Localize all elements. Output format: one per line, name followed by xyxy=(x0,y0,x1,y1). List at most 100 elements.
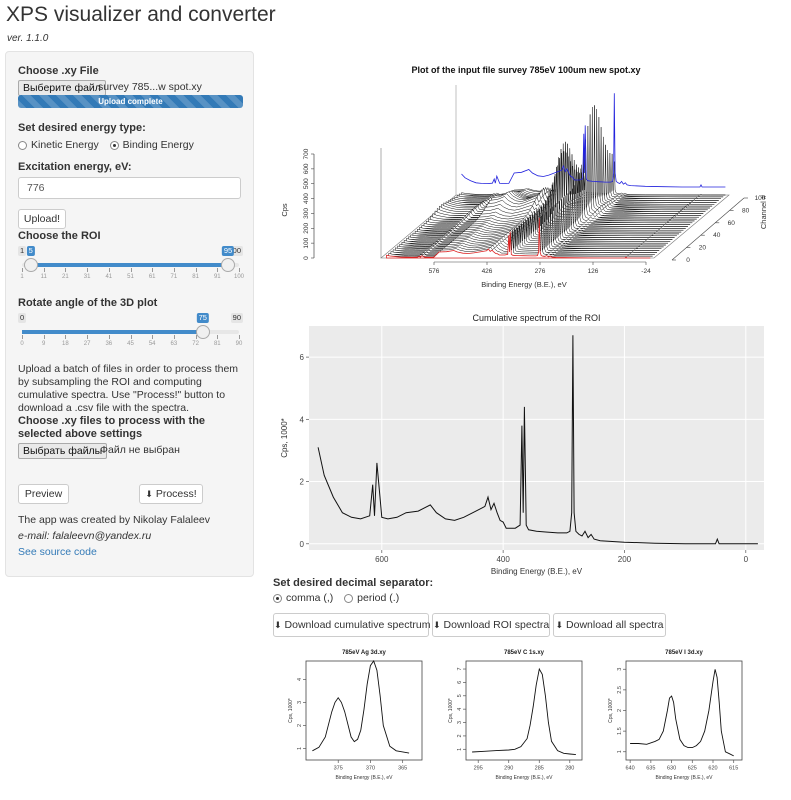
download-cumulative-button[interactable]: ⬇ Download cumulative spectrum xyxy=(273,613,430,637)
radio-binding-energy[interactable]: Binding Energy xyxy=(109,139,194,151)
slider-tick-label: 81 xyxy=(192,274,199,280)
x-tick-label: 365 xyxy=(398,766,407,772)
app-title: XPS visualizer and converter xyxy=(6,3,276,26)
download-all-button[interactable]: ⬇ Download all spectra xyxy=(553,613,666,637)
selected-file-name: survey 785...w spot.xy xyxy=(98,81,202,93)
plot-3d-y-tick-label: 300 xyxy=(303,208,310,219)
slider-tick-label: 81 xyxy=(213,341,221,347)
slider-tick-label: 41 xyxy=(105,274,113,280)
radio-label: Kinetic Energy xyxy=(31,139,99,151)
slider-tick-label: 0 xyxy=(20,341,24,347)
rotate-angle-handle[interactable] xyxy=(195,325,210,339)
ag3d-chart: 375 370 365 1 2 3 4 785eV Ag 3d.xy Binding Energ… xyxy=(288,650,423,781)
y-axis-label: Cps, 1000* xyxy=(288,698,294,723)
slider-tick xyxy=(65,335,67,339)
plot-3d-z-label: Channel # xyxy=(759,194,768,229)
y-tick-label: 2 xyxy=(457,734,463,737)
slider-tick-label: 71 xyxy=(170,274,178,280)
y-tick-label: 3 xyxy=(457,721,463,724)
app-version: ver. 1.1.0 xyxy=(7,33,49,44)
decimal-separator-label: Set desired decimal separator: xyxy=(273,577,434,589)
choose-file-button[interactable]: Выберите файл xyxy=(18,80,106,96)
cumulative-spectrum-chart: 600 400 200 0 0 2 4 6 Cumulative spectrum of the… xyxy=(280,313,764,576)
spectrum-line xyxy=(630,669,734,757)
source-code-link[interactable]: See source code xyxy=(18,546,97,558)
x-tick-label: 200 xyxy=(618,555,632,564)
i3d-chart: 640 635 630 625 620 615 1 1.5 2 2.5 3 785eV I 3d.xy… xyxy=(608,650,743,781)
upload-button[interactable]: Upload! xyxy=(18,209,66,229)
slider-min-label: 0 xyxy=(18,313,27,323)
y-tick-label: 5 xyxy=(457,694,463,697)
roi-high-value: 95 xyxy=(221,246,235,256)
y-tick-label: 1 xyxy=(457,748,463,751)
download-button-label: Download ROI spectra xyxy=(443,619,550,631)
radio-circle[interactable] xyxy=(273,593,282,603)
rotate-angle-value: 75 xyxy=(196,313,209,323)
radio-circle[interactable] xyxy=(18,140,27,150)
x-axis-label: Binding Energy (B.E.), eV xyxy=(656,775,714,781)
radio-period[interactable]: period (.) xyxy=(344,592,399,604)
small-spectrum-ag3d: 375 370 365 1 2 3 4 785eV Ag 3d.xy Binding Energ… xyxy=(274,642,434,794)
energy-type-label: Set desired energy type: xyxy=(18,122,146,134)
plot-3d-trace xyxy=(461,161,726,196)
batch-file-name: Файл не выбран xyxy=(100,444,180,456)
preview-button[interactable]: Preview xyxy=(18,484,69,504)
x-axis-label: Binding Energy (B.E.), eV xyxy=(496,775,554,781)
roi-slider[interactable]: 1 100 5 95 1 11 21 31 41 51 61 71 81 91 100 xyxy=(18,246,244,294)
spectrum-line xyxy=(472,667,576,756)
radio-kinetic-energy[interactable]: Kinetic Energy xyxy=(18,139,99,151)
slider-tick-label: 9 xyxy=(42,341,46,347)
excitation-energy-input[interactable]: 776 xyxy=(18,177,241,199)
rotate-angle-slider[interactable]: 0 90 75 0 9 18 27 36 45 54 63 72 81 90 xyxy=(18,313,243,361)
y-tick-label: 4 xyxy=(297,678,303,681)
plot-3d-z-tick-label: 20 xyxy=(699,245,707,252)
x-tick-label: 640 xyxy=(626,766,635,772)
plot-panel xyxy=(465,660,583,761)
slider-tick-label: 31 xyxy=(83,274,91,280)
plot-3d-y-tick-label: 400 xyxy=(303,193,310,204)
plot-3d-x-tick-label: 426 xyxy=(482,268,493,275)
download-icon: ⬇ xyxy=(555,620,564,630)
download-button-label: Download all spectra xyxy=(566,619,664,631)
plot-3d-x-tick-label: 576 xyxy=(429,268,440,275)
slider-tick xyxy=(87,335,89,339)
slider-tick xyxy=(87,268,89,272)
download-roi-button[interactable]: ⬇ Download ROI spectra xyxy=(432,613,550,637)
batch-files-label: Choose .xy files to process with the sel… xyxy=(18,415,206,440)
roi-low-value: 5 xyxy=(26,246,35,256)
roi-high-handle[interactable] xyxy=(221,258,236,272)
download-icon: ⬇ xyxy=(274,620,282,630)
choose-files-button[interactable]: Выбрать файлы xyxy=(18,443,108,459)
excitation-energy-label: Excitation energy, eV: xyxy=(18,161,132,173)
slider-tick xyxy=(22,268,23,272)
y-tick-label: 1.5 xyxy=(617,727,623,735)
x-tick-label: 600 xyxy=(375,555,389,564)
small-spectrum-c1s: 295 290 285 280 1 2 3 4 5 6 7 785eV C 1s.xy Binding … xyxy=(434,642,594,794)
x-axis-label: Binding Energy (B.E.), eV xyxy=(336,775,394,781)
x-tick-label: 280 xyxy=(565,766,574,772)
plot-3d-y-tick-label: 700 xyxy=(303,148,310,159)
file-input-label: Choose .xy File xyxy=(18,65,99,77)
slider-tick xyxy=(108,268,110,272)
plot-3d-x-tick-label: 276 xyxy=(535,268,546,275)
chart-title: 785eV I 3d.xy xyxy=(665,650,703,656)
plot-3d-z-tick-label: 80 xyxy=(742,207,750,214)
c1s-chart: 295 290 285 280 1 2 3 4 5 6 7 785eV C 1s.xy Binding … xyxy=(448,650,583,781)
process-button[interactable]: ⬇ Process! xyxy=(139,484,203,504)
slider-tick-label: 36 xyxy=(105,341,113,347)
roi-low-handle[interactable] xyxy=(23,258,38,272)
x-tick-label: 290 xyxy=(504,766,513,772)
rotate-angle-label: Rotate angle of the 3D plot xyxy=(18,297,158,309)
x-tick-label: 370 xyxy=(366,766,375,772)
slider-tick-label: 21 xyxy=(62,274,69,280)
slider-tick xyxy=(108,335,110,339)
roi-label: Choose the ROI xyxy=(18,230,101,242)
radio-comma[interactable]: comma (,) xyxy=(273,592,333,604)
slider-tick xyxy=(43,335,45,339)
chart-title: Cumulative spectrum of the ROI xyxy=(472,313,600,323)
slider-tick xyxy=(173,268,175,272)
slider-max-label: 90 xyxy=(230,313,243,323)
radio-circle[interactable] xyxy=(344,593,354,603)
radio-circle[interactable] xyxy=(109,140,119,150)
plot-3d-y-tick-label: 100 xyxy=(303,237,310,248)
